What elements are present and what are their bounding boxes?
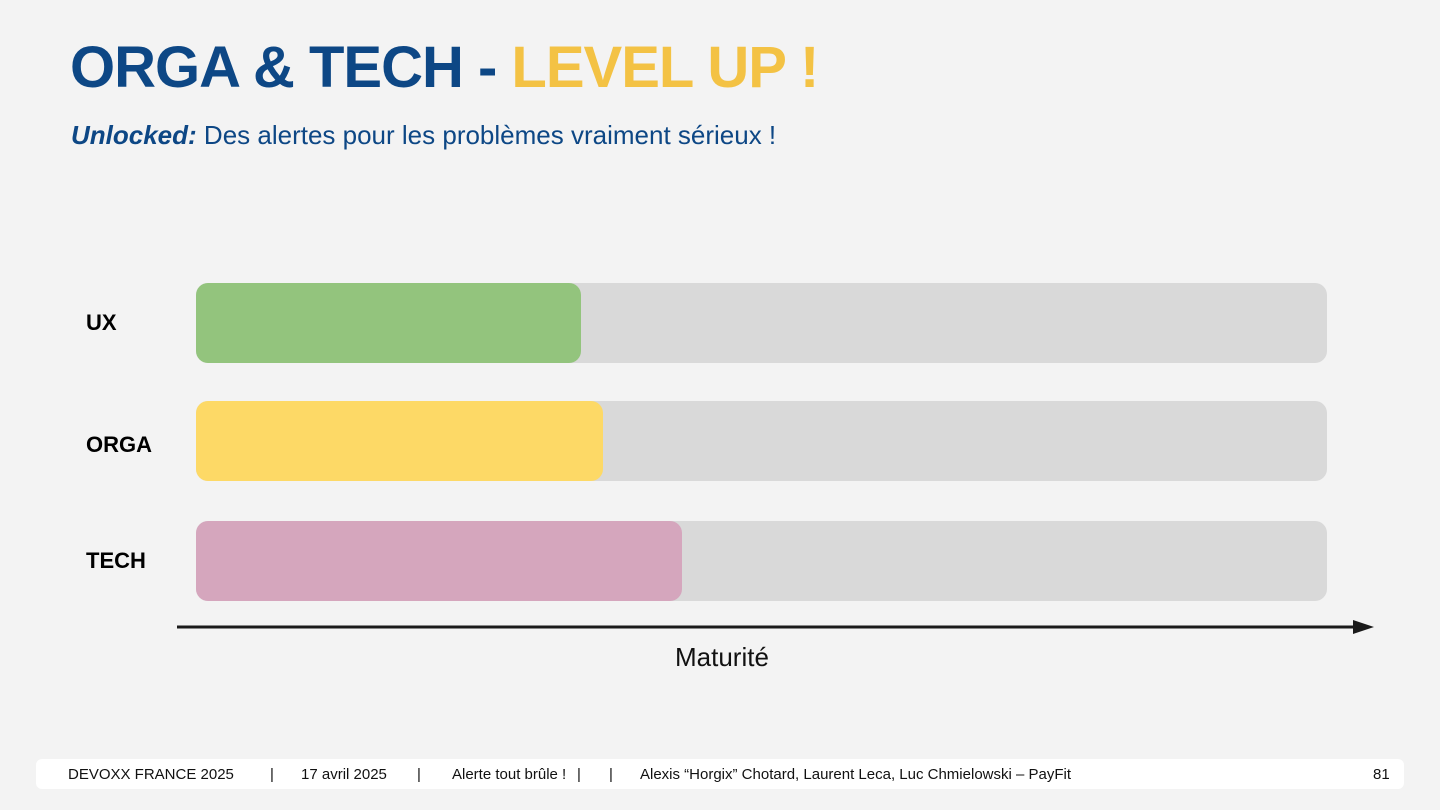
title-separator: -	[462, 35, 512, 100]
title-main: ORGA & TECH	[70, 35, 464, 100]
bar-ux	[196, 283, 581, 363]
footer-talk-title: Alerte tout brûle !	[452, 766, 567, 783]
bar-orga	[196, 401, 604, 481]
slide-title: ORGA & TECH - LEVEL UP !	[70, 34, 819, 101]
row-label-tech: TECH	[86, 548, 146, 573]
track-orga	[196, 401, 1327, 481]
row-label-ux: UX	[86, 310, 117, 335]
footer-event: DEVOXX FRANCE 2025	[68, 766, 234, 783]
slide-subtitle: Unlocked: Des alertes pour les problèmes…	[71, 120, 776, 151]
footer-date: 17 avril 2025	[301, 766, 387, 783]
footer-separator: |	[417, 766, 421, 783]
bar-tech	[196, 521, 683, 601]
page-number: 81	[1373, 766, 1390, 783]
subtitle-lead: Unlocked:	[71, 120, 197, 150]
title-highlight: LEVEL UP !	[511, 35, 819, 100]
footer-authors: Alexis “Horgix” Chotard, Laurent Leca, L…	[640, 766, 1072, 783]
track-tech	[196, 521, 1327, 601]
row-label-orga: ORGA	[86, 432, 152, 457]
subtitle-text: Des alertes pour les problèmes vraiment …	[196, 120, 777, 150]
footer-separator: |	[609, 766, 613, 783]
footer-separator: |	[270, 766, 274, 783]
axis-label-maturite: Maturité	[675, 642, 769, 672]
track-ux	[196, 283, 1327, 363]
footer-separator: |	[577, 766, 581, 783]
slide-footer: DEVOXX FRANCE 2025 | 17 avril 2025 | Ale…	[36, 759, 1404, 789]
